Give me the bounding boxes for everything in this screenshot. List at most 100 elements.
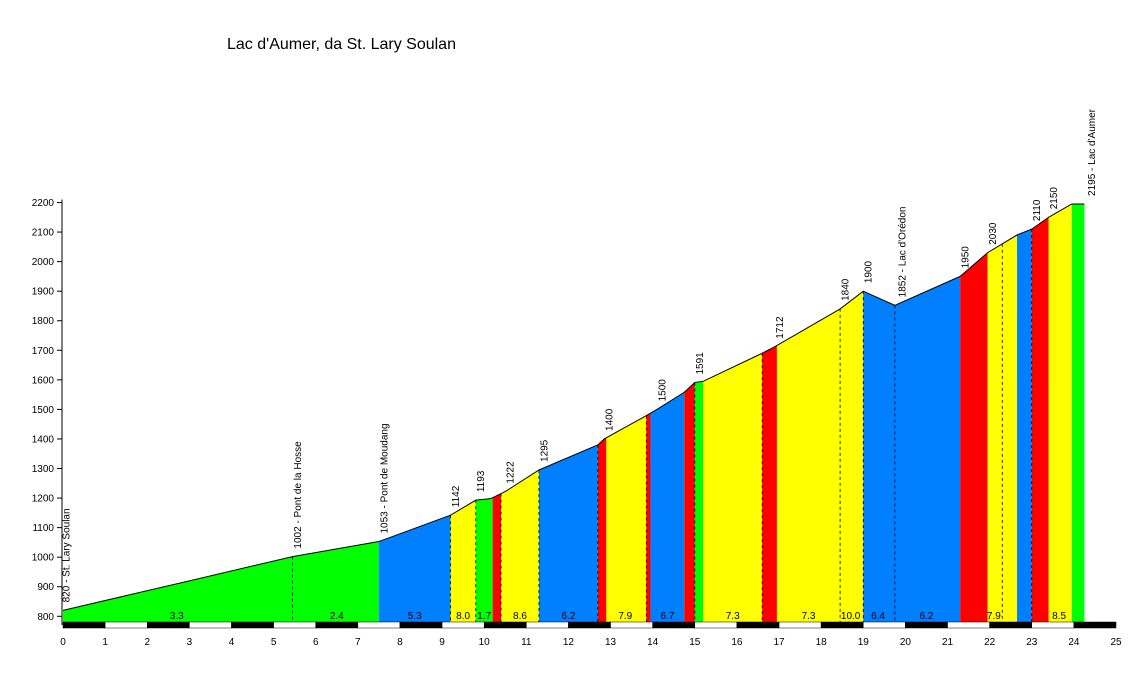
elevation-label: 1142 (451, 485, 462, 507)
x-tick-label: 20 (900, 637, 912, 648)
x-tick-label: 4 (229, 637, 235, 648)
x-tick-label: 21 (942, 637, 954, 648)
segment-7 (597, 437, 607, 626)
km-bar-segment (399, 621, 443, 629)
x-tick-label: 18 (816, 637, 828, 648)
y-tick-label: 1900 (32, 287, 55, 298)
segment-3 (475, 497, 493, 626)
km-bar-segment (610, 621, 653, 629)
gradient-label: 6.7 (660, 611, 674, 622)
km-bar-segment (1031, 621, 1075, 629)
elevation-label: 1712 (775, 316, 786, 339)
segment-22 (1071, 203, 1085, 626)
elevation-label: 1500 (657, 379, 668, 402)
segment-8 (606, 415, 647, 626)
profile-line (62, 203, 1085, 611)
elevation-label: 1295 (539, 439, 550, 462)
gradient-label: 7.3 (802, 611, 816, 622)
gradient-label: 6.4 (871, 611, 885, 622)
elevation-label: 1852 - Lac d'Orédon (897, 206, 908, 297)
x-tick-label: 6 (313, 637, 319, 648)
km-bar-segment (820, 621, 864, 629)
segment-15 (776, 291, 864, 626)
km-bar-segment (905, 621, 948, 629)
x-tick-label: 10 (479, 637, 491, 648)
km-bar-segment (104, 621, 148, 629)
segment-19 (1017, 229, 1032, 626)
x-tick-label: 16 (731, 637, 743, 648)
gradient-label: 7.9 (987, 611, 1001, 622)
km-bar-segment (778, 621, 822, 629)
segment-9 (646, 413, 651, 626)
gradient-label: 8.5 (1052, 611, 1066, 622)
chart-title: Lac d'Aumer, da St. Lary Soulan (227, 36, 456, 53)
segment-1 (378, 515, 451, 626)
elevation-label: 1193 (476, 470, 487, 492)
segment-10 (650, 392, 685, 626)
segment-dividers (292, 229, 1033, 626)
segment-17 (960, 252, 988, 626)
segment-13 (703, 353, 763, 626)
segment-5 (501, 469, 539, 626)
elevation-label: 1400 (605, 408, 616, 431)
x-tick-label: 19 (858, 637, 870, 648)
gradient-label: 8.0 (456, 611, 470, 622)
y-tick-label: 1600 (32, 375, 55, 386)
y-tick-label: 1000 (32, 553, 55, 564)
y-tick-label: 800 (37, 612, 54, 623)
x-tick-label: 8 (397, 637, 403, 648)
y-tick-label: 2000 (32, 257, 55, 268)
km-bar-segment (1073, 621, 1117, 629)
y-tick-label: 2200 (32, 198, 55, 209)
elevation-label: 1900 (864, 260, 875, 283)
y-tick-label: 1300 (32, 464, 55, 475)
elevation-label: 2195 - Lac d'Aumer (1087, 108, 1098, 196)
gradient-label: 6.2 (561, 611, 575, 622)
x-tick-label: 7 (355, 637, 361, 648)
elevation-label: 820 - St. Lary Soulan (61, 508, 72, 602)
y-tick-label: 1400 (32, 434, 55, 445)
x-tick-label: 5 (271, 637, 277, 648)
gradient-label: 8.6 (513, 611, 527, 622)
gradient-segments (63, 203, 1085, 626)
segment-21 (1048, 203, 1072, 626)
km-bar-segment (694, 621, 738, 629)
segment-0 (63, 541, 379, 626)
y-tick-label: 1100 (32, 523, 54, 534)
segment-11 (684, 382, 695, 626)
x-tick-label: 17 (773, 637, 785, 648)
elevation-label: 2110 (1032, 199, 1043, 221)
elevation-label: 1950 (961, 246, 972, 269)
y-tick-label: 1800 (32, 316, 55, 327)
x-tick-label: 15 (689, 637, 701, 648)
km-bar-segment (273, 621, 316, 629)
segment-6 (538, 444, 598, 626)
elevation-label: 2150 (1049, 187, 1060, 210)
elevation-label: 2030 (988, 222, 999, 245)
segment-4 (492, 493, 502, 626)
x-axis: 0 1 2 3 4 5 6 7 8 9 10 11 12 13 14 15 16 17 18 19 20 21 22 23 24… (60, 621, 1122, 648)
km-bar-segment (357, 621, 401, 629)
y-tick-label: 2100 (32, 228, 55, 239)
km-bar-segment (231, 621, 274, 629)
km-bar-segment (568, 621, 611, 629)
y-tick-label: 900 (37, 582, 54, 593)
x-tick-label: 25 (1110, 637, 1122, 648)
x-tick-label: 13 (605, 637, 617, 648)
segment-20 (1031, 217, 1049, 626)
km-bar-segment (146, 621, 190, 629)
x-tick-label: 1 (102, 637, 108, 648)
elevation-labels: 820 - St. Lary Soulan 1002 - Pont de la H… (61, 108, 1098, 602)
km-bar-segment (441, 621, 485, 629)
gradient-label: 7.3 (726, 611, 740, 622)
y-tick-label: 1700 (32, 346, 55, 357)
elevation-label: 1002 - Pont de la Hosse (293, 441, 304, 549)
km-bar-segment (526, 621, 569, 629)
km-bar-segment (989, 621, 1033, 629)
gradient-label: 7.9 (618, 611, 632, 622)
gradient-labels: 3.3 2.4 5.3 8.0 1.7 8.6 6.2 7.9 6.7 7.3 7.3 10.0 6.4… (170, 611, 1067, 622)
km-bar-segment (62, 621, 106, 629)
x-tick-label: 2 (144, 637, 150, 648)
gradient-label: 2.4 (330, 611, 344, 622)
km-bar-segment (736, 621, 780, 629)
